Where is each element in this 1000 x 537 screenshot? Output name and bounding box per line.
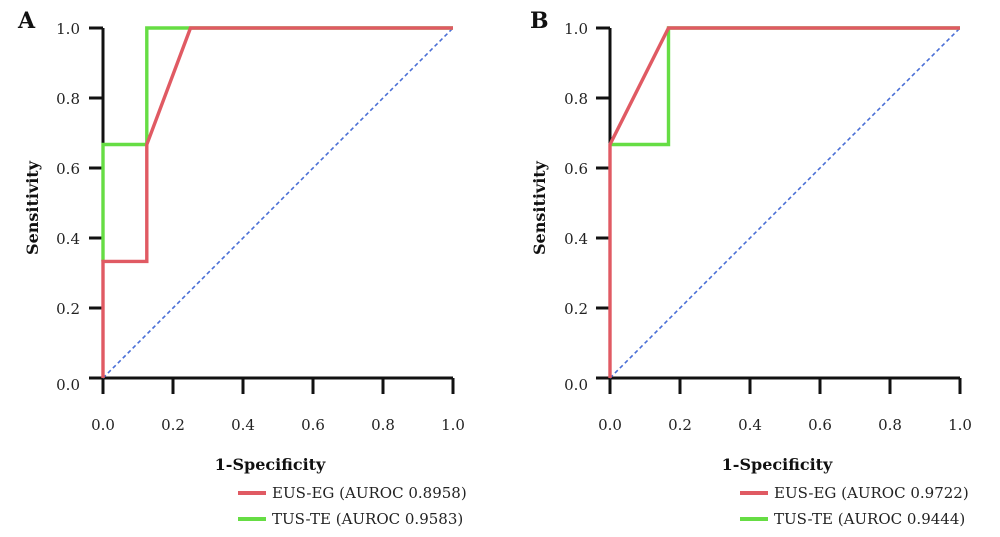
x-tick-label: 0.6 [808,416,832,434]
y-tick-label: 1.0 [564,20,588,38]
x-tick-label: 1.0 [948,416,972,434]
x-tick-label: 0.6 [301,416,325,434]
x-tick-label: 0.0 [91,416,115,434]
reference-diagonal [609,27,961,379]
series-line-tus-te [101,26,453,262]
x-tick-label: 1.0 [441,416,465,434]
y-tick-label: 0.6 [56,160,80,178]
roc-panel-b: B 0.0 0.2 0.4 0.6 0.8 1.0 0.0 0.2 0.4 0.6 0.8 1.0 1-S… [530,8,972,528]
x-tick-label: 0.8 [371,416,395,434]
y-tick-label: 1.0 [56,20,80,38]
x-tick-label: 0.2 [161,416,185,434]
y-tick-label: 0.2 [56,300,80,318]
y-tick-label: 0.0 [564,376,588,394]
x-tick-label: 0.2 [668,416,692,434]
y-tick-label: 0.8 [56,90,80,108]
x-tick-label: 0.4 [738,416,762,434]
legend-label: EUS-EG (AUROC 0.9722) [774,484,969,502]
panel-label: A [17,8,36,34]
legend-label: TUS-TE (AUROC 0.9583) [272,510,463,528]
y-tick-label: 0.4 [56,230,80,248]
x-axis-title: 1-Specificity [215,455,326,474]
y-tick-label: 0.6 [564,160,588,178]
y-tick-label: 0.8 [564,90,588,108]
y-axis-title: Sensitivity [530,160,549,255]
y-tick-label: 0.4 [564,230,588,248]
series-line-eus-eg [608,26,960,378]
y-tick-label: 0.2 [564,300,588,318]
x-axis-title: 1-Specificity [722,455,833,474]
series-line-tus-te [610,26,960,147]
y-axis-title: Sensitivity [23,160,42,255]
reference-diagonal [102,27,454,379]
x-tick-label: 0.4 [231,416,255,434]
legend-label: EUS-EG (AUROC 0.8958) [272,484,467,502]
panel-label: B [530,8,549,34]
x-tick-label: 0.0 [598,416,622,434]
series-line-eus-eg [101,26,453,378]
legend-label: TUS-TE (AUROC 0.9444) [774,510,965,528]
x-tick-label: 0.8 [878,416,902,434]
y-tick-label: 0.0 [56,376,80,394]
roc-panel-a: A 0.0 0.2 0.4 0.6 0.8 1.0 0.0 0.2 0.4 0.6 0.8 1.0 1-S… [17,8,467,528]
